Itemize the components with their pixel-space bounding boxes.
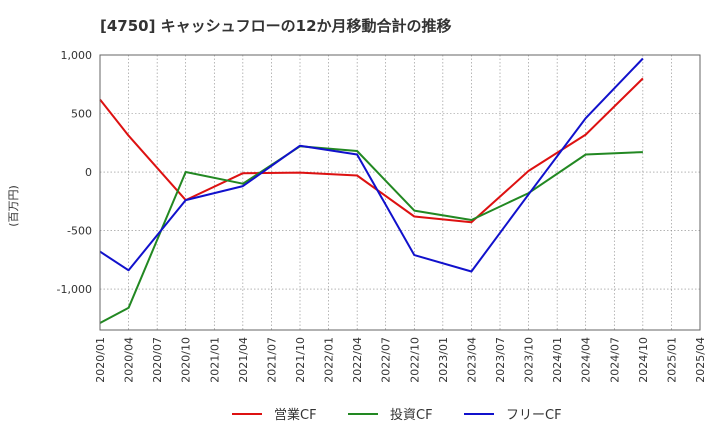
x-axis-ticks: 2020/01 2020/04 2020/07 2020/10 2021/01 2021/… xyxy=(94,337,707,383)
x-tick-label: 2020/04 xyxy=(123,337,136,383)
x-tick-label: 2023/04 xyxy=(465,337,478,383)
legend-label: フリーCF xyxy=(506,408,562,423)
y-tick-label: -500 xyxy=(67,225,92,238)
legend-label: 営業CF xyxy=(274,407,317,423)
x-tick-label: 2020/07 xyxy=(151,337,164,383)
gridlines xyxy=(99,54,701,330)
x-tick-label: 2023/10 xyxy=(523,337,536,383)
x-tick-label: 2020/10 xyxy=(180,337,193,383)
y-axis-label: (百万円) xyxy=(7,185,20,227)
series-line xyxy=(99,145,643,324)
y-axis-ticks: 1,000 500 0 -500 -1,000 xyxy=(57,49,92,296)
x-tick-label: 2022/10 xyxy=(408,337,421,383)
x-tick-label: 2025/01 xyxy=(665,337,678,383)
y-tick-label: 1,000 xyxy=(61,49,93,62)
plot-area xyxy=(100,55,700,330)
legend: 営業CF 投資CF フリーCF xyxy=(232,407,562,423)
x-tick-label: 2024/10 xyxy=(637,337,650,383)
chart-title: [4750] キャッシュフローの12か月移動合計の推移 xyxy=(100,17,452,35)
series-line xyxy=(99,57,644,273)
y-tick-label: 0 xyxy=(85,166,92,179)
x-tick-label: 2023/07 xyxy=(494,337,507,383)
plot-frame xyxy=(99,54,701,331)
x-tick-label: 2021/10 xyxy=(294,337,307,383)
x-tick-label: 2021/01 xyxy=(208,337,221,383)
legend-label: 投資CF xyxy=(390,407,433,423)
x-tick-label: 2024/01 xyxy=(551,337,564,383)
series-lines xyxy=(99,57,644,324)
x-tick-label: 2022/01 xyxy=(323,337,336,383)
x-tick-label: 2022/07 xyxy=(380,337,393,383)
x-tick-label: 2023/01 xyxy=(437,337,450,383)
x-tick-label: 2021/07 xyxy=(265,337,278,383)
y-tick-label: 500 xyxy=(71,108,92,121)
x-tick-label: 2020/01 xyxy=(94,337,107,383)
x-tick-label: 2024/04 xyxy=(580,337,593,383)
x-tick-label: 2022/04 xyxy=(351,337,364,383)
y-tick-label: -1,000 xyxy=(57,283,92,296)
x-tick-label: 2025/04 xyxy=(694,337,707,383)
x-tick-label: 2021/04 xyxy=(237,337,250,383)
x-tick-label: 2024/07 xyxy=(608,337,621,383)
series-line xyxy=(99,77,644,224)
